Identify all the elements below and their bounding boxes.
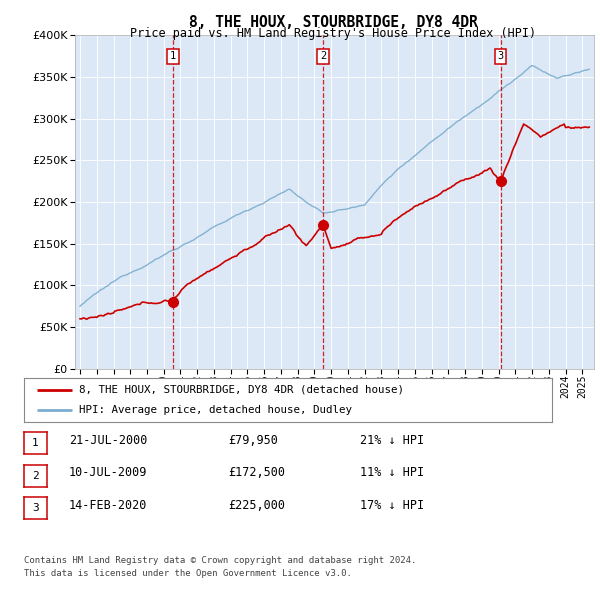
Text: 8, THE HOUX, STOURBRIDGE, DY8 4DR (detached house): 8, THE HOUX, STOURBRIDGE, DY8 4DR (detac… [79,385,404,395]
Text: 11% ↓ HPI: 11% ↓ HPI [360,466,424,479]
Text: 10-JUL-2009: 10-JUL-2009 [69,466,148,479]
Text: 2: 2 [32,471,39,481]
Text: Contains HM Land Registry data © Crown copyright and database right 2024.: Contains HM Land Registry data © Crown c… [24,556,416,565]
Text: 3: 3 [32,503,39,513]
Text: £225,000: £225,000 [228,499,285,512]
Text: 21% ↓ HPI: 21% ↓ HPI [360,434,424,447]
Text: 14-FEB-2020: 14-FEB-2020 [69,499,148,512]
Text: HPI: Average price, detached house, Dudley: HPI: Average price, detached house, Dudl… [79,405,352,415]
Text: £79,950: £79,950 [228,434,278,447]
Text: 17% ↓ HPI: 17% ↓ HPI [360,499,424,512]
Text: 1: 1 [32,438,39,448]
Text: 8, THE HOUX, STOURBRIDGE, DY8 4DR: 8, THE HOUX, STOURBRIDGE, DY8 4DR [188,15,478,30]
Text: This data is licensed under the Open Government Licence v3.0.: This data is licensed under the Open Gov… [24,569,352,578]
Text: 21-JUL-2000: 21-JUL-2000 [69,434,148,447]
Text: 2: 2 [320,51,326,61]
Text: 3: 3 [497,51,504,61]
Text: £172,500: £172,500 [228,466,285,479]
Text: 1: 1 [170,51,176,61]
Text: Price paid vs. HM Land Registry's House Price Index (HPI): Price paid vs. HM Land Registry's House … [130,27,536,40]
